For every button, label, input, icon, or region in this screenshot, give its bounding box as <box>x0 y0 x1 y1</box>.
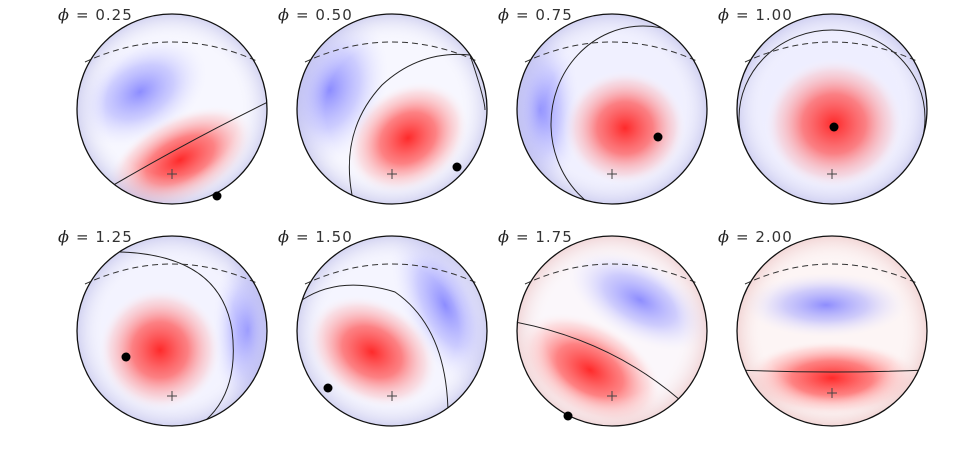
disk-outline <box>516 235 708 427</box>
phase-symbol: ϕ <box>278 5 289 24</box>
disk-outline <box>736 235 928 427</box>
sub-observer-marker <box>212 191 222 201</box>
terminator-line <box>119 251 234 426</box>
center-cross <box>827 388 837 398</box>
terminator-line <box>737 369 927 373</box>
center-cross <box>827 169 837 179</box>
panel-phase-1-25: ϕ = 1.25 <box>58 227 268 427</box>
center-cross <box>607 169 617 179</box>
sub-observer-marker <box>121 352 131 362</box>
dashed-latitude <box>524 263 700 285</box>
phase-symbol: ϕ <box>58 227 69 246</box>
disk-outline <box>296 235 488 427</box>
terminator-line <box>550 25 707 204</box>
sub-observer-marker <box>829 122 839 132</box>
sub-observer-marker <box>563 411 573 421</box>
phase-symbol: ϕ <box>498 5 509 24</box>
dashed-latitude <box>744 41 920 63</box>
disk-outline <box>76 13 268 205</box>
terminator-line <box>301 284 449 425</box>
terminator-line <box>348 53 486 196</box>
panel-phase-1-50: ϕ = 1.50 <box>278 227 488 427</box>
dashed-latitude <box>744 263 920 285</box>
panel-phase-2-00: ϕ = 2.00 <box>718 227 928 427</box>
phase-symbol: ϕ <box>278 227 289 246</box>
panel-phase-1-00: ϕ = 1.00 <box>718 5 928 205</box>
dashed-latitude <box>84 41 260 63</box>
disk-outline <box>296 13 488 205</box>
phase-label: = 1.50 <box>296 228 353 246</box>
terminator-line <box>517 321 681 401</box>
panel-phase-1-75: ϕ = 1.75 <box>498 227 708 427</box>
phase-label: = 2.00 <box>736 228 793 246</box>
center-cross <box>167 169 177 179</box>
center-cross <box>167 391 177 401</box>
panel-phase-0-25: ϕ = 0.25 <box>58 5 268 205</box>
disk-outline <box>76 235 268 427</box>
center-cross <box>607 391 617 401</box>
phase-label: = 1.25 <box>76 228 133 246</box>
phase-label: = 0.50 <box>296 6 353 24</box>
terminator-line <box>738 29 926 204</box>
sub-observer-marker <box>452 162 462 172</box>
dashed-latitude <box>304 41 480 63</box>
center-cross <box>387 391 397 401</box>
terminator-line <box>104 100 267 191</box>
disk-outline <box>736 13 928 205</box>
phase-label: = 0.25 <box>76 6 133 24</box>
sub-observer-marker <box>653 132 663 142</box>
phase-symbol: ϕ <box>718 227 729 246</box>
phase-label: = 0.75 <box>516 6 573 24</box>
phase-symbol: ϕ <box>498 227 509 246</box>
phase-label: = 1.75 <box>516 228 573 246</box>
panel-phase-0-75: ϕ = 0.75 <box>498 5 708 205</box>
phase-label: = 1.00 <box>736 6 793 24</box>
center-cross <box>387 169 397 179</box>
phase-symbol: ϕ <box>58 5 69 24</box>
dashed-latitude <box>84 263 260 285</box>
phase-symbol: ϕ <box>718 5 729 24</box>
dashed-latitude <box>524 41 700 63</box>
dashed-latitude <box>304 263 480 285</box>
sub-observer-marker <box>323 383 333 393</box>
panel-phase-0-50: ϕ = 0.50 <box>278 5 488 205</box>
disk-outline <box>516 13 708 205</box>
